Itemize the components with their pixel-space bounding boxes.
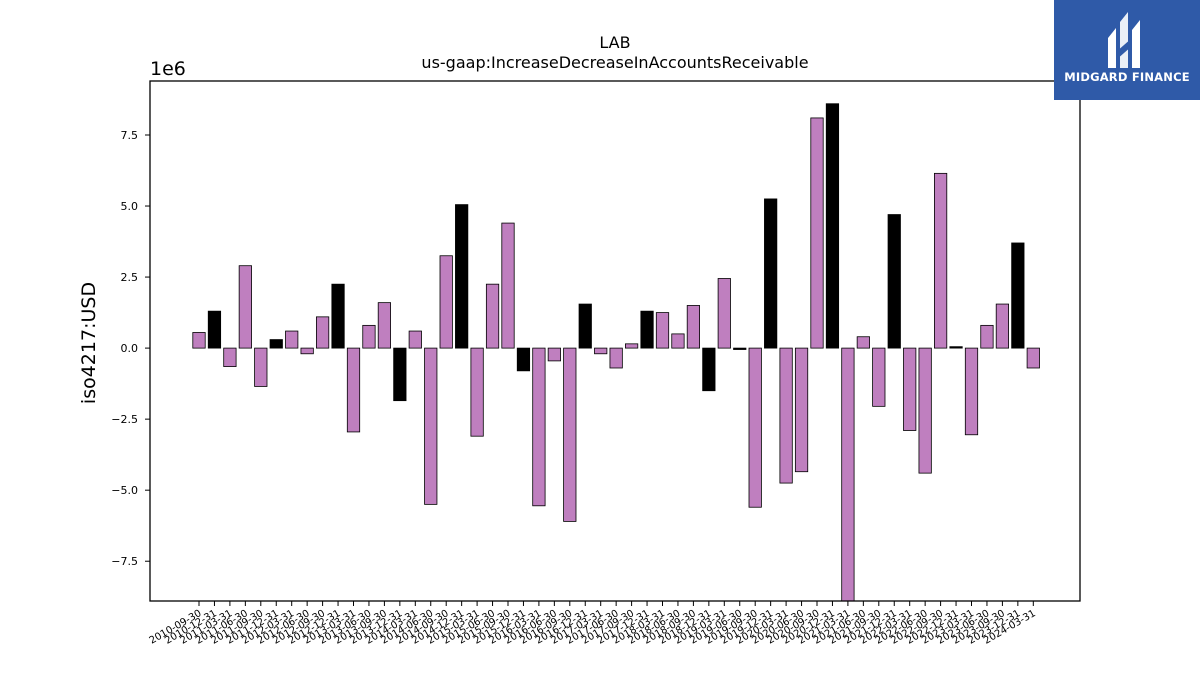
brand-logo: MIDGARD FINANCE — [1054, 0, 1200, 100]
bar-2023-12-31 — [1011, 242, 1025, 349]
y-tick-label: 0.0 — [121, 342, 139, 355]
bar-2011-06-30 — [238, 265, 252, 349]
bar-2020-12-31 — [825, 103, 840, 349]
y-tick-label: −7.5 — [111, 555, 138, 568]
bar-2011-09-30 — [254, 347, 268, 387]
bars-group — [192, 103, 1040, 602]
bar-2013-03-31 — [346, 347, 361, 433]
bar-2014-12-31 — [455, 204, 469, 349]
y-tick-label: −5.0 — [111, 484, 138, 497]
bar-2014-03-31 — [408, 330, 422, 349]
bar-2012-09-30 — [315, 316, 330, 349]
plot-frame — [149, 80, 1081, 602]
bar-2016-03-31 — [532, 347, 546, 507]
bar-2019-09-30 — [748, 347, 762, 508]
bar-2013-06-30 — [362, 324, 376, 349]
bar-2020-09-30 — [810, 117, 824, 349]
bar-2017-12-31 — [640, 310, 654, 349]
bar-2023-03-31 — [964, 347, 979, 436]
bar-2016-06-30 — [547, 347, 561, 362]
bar-2022-06-30 — [918, 347, 932, 474]
bar-2012-06-30 — [300, 347, 314, 355]
bar-2020-03-31 — [779, 347, 793, 484]
y-tick-label: 7.5 — [121, 129, 139, 142]
chart-subtitle: us-gaap:IncreaseDecreaseInAccountsReceiv… — [421, 53, 808, 72]
bar-2014-06-30 — [424, 347, 438, 505]
bar-2019-06-30 — [733, 347, 747, 350]
bar-2016-12-31 — [578, 303, 592, 349]
bar-2020-06-30 — [794, 347, 809, 473]
bar-2019-03-31 — [717, 278, 731, 349]
bar-2022-09-30 — [934, 172, 948, 349]
midgard-logo-icon — [1108, 12, 1140, 68]
bar-2021-06-30 — [856, 336, 870, 349]
bar-2015-06-30 — [485, 283, 500, 349]
bar-2011-12-31 — [269, 339, 283, 349]
bar-2022-03-31 — [903, 347, 917, 431]
bar-2018-12-31 — [702, 347, 716, 392]
bar-2021-09-30 — [872, 347, 886, 407]
bar-2010-12-31 — [207, 310, 222, 349]
y-tick-label: 5.0 — [121, 200, 139, 213]
bar-2013-12-31 — [393, 347, 407, 402]
bar-2016-09-30 — [563, 347, 577, 522]
bar-2017-09-30 — [625, 343, 639, 349]
x-ticks-group: 2010-09-302010-12-312011-03-312011-06-30… — [148, 601, 1038, 647]
bar-2018-06-30 — [671, 333, 685, 349]
bar-2023-09-30 — [995, 303, 1010, 349]
bar-2019-12-31 — [764, 198, 778, 349]
y-offset-label: 1e6 — [150, 58, 186, 80]
bar-2014-09-30 — [439, 255, 453, 349]
bar-2015-03-31 — [470, 347, 484, 437]
bar-2013-09-30 — [377, 302, 392, 349]
bar-2022-12-31 — [949, 346, 963, 349]
bar-2024-03-31 — [1026, 347, 1040, 369]
bar-2012-03-31 — [285, 330, 299, 349]
chart-title: LAB — [599, 33, 630, 52]
bar-2011-03-31 — [223, 347, 237, 367]
y-tick-label: −2.5 — [111, 413, 138, 426]
y-tick-label: 2.5 — [121, 271, 139, 284]
bar-2018-09-30 — [686, 305, 701, 349]
bar-2017-06-30 — [609, 347, 623, 369]
bar-2017-03-31 — [594, 347, 608, 355]
bar-2012-12-31 — [331, 283, 345, 349]
bar-2015-09-30 — [501, 222, 515, 349]
y-ticks-group: −7.5 −5.0 −2.5 0.0 2.5 5.0 7.5 — [111, 129, 150, 568]
bar-2023-06-30 — [980, 324, 994, 349]
y-axis-label: iso4217:USD — [78, 282, 100, 404]
bar-2015-12-31 — [516, 347, 531, 372]
bar-2010-09-30 — [192, 332, 206, 349]
bar-2018-03-31 — [655, 312, 670, 349]
bar-2021-12-31 — [887, 214, 901, 349]
brand-name: MIDGARD FINANCE — [1064, 70, 1190, 84]
bar-2021-03-31 — [841, 347, 855, 602]
